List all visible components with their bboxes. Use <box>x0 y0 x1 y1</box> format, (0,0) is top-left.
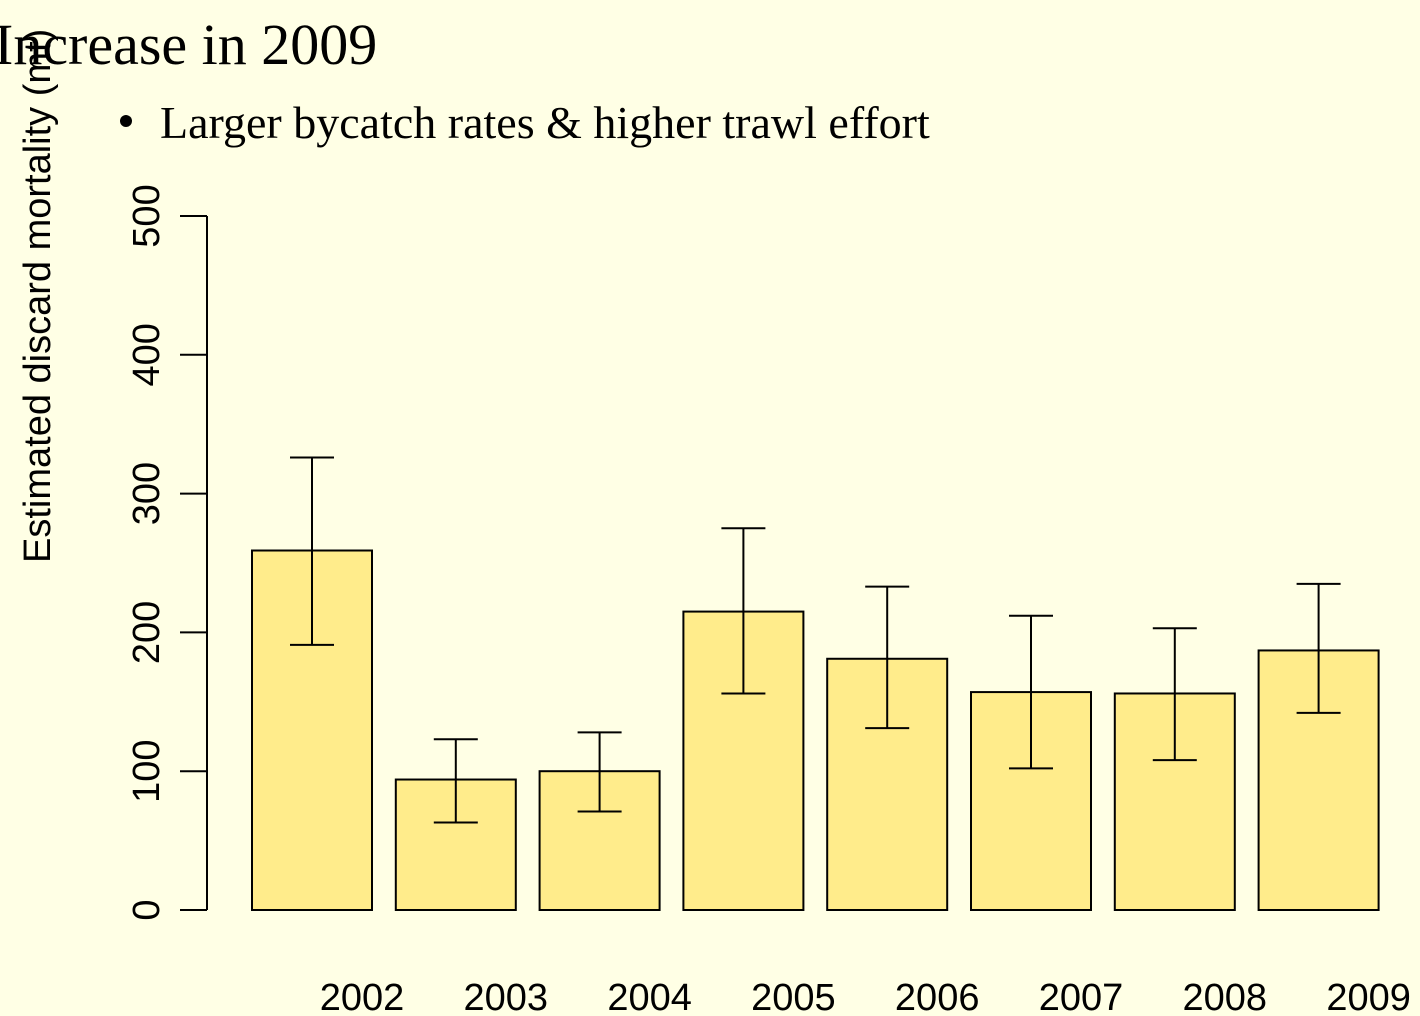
x-tick-label: 2007 <box>1039 977 1124 1016</box>
x-tick-label: 2006 <box>895 977 980 1016</box>
y-axis-label: Estimated discard mortality (mt) <box>17 29 59 563</box>
y-tick-label: 400 <box>126 323 168 386</box>
y-tick-label: 200 <box>126 601 168 664</box>
subtitle: Larger bycatch rates & higher trawl effo… <box>160 97 930 148</box>
y-tick-label: 0 <box>126 899 168 920</box>
y-tick-label: 300 <box>126 462 168 525</box>
slide-title: Increase in 2009 <box>0 12 377 77</box>
y-tick-label: 500 <box>126 184 168 247</box>
bullet <box>120 115 132 127</box>
x-tick-label: 2008 <box>1183 977 1268 1016</box>
x-tick-label: 2002 <box>320 977 405 1016</box>
x-tick-label: 2005 <box>751 977 836 1016</box>
bar <box>538 770 661 912</box>
x-tick-label: 2004 <box>607 977 692 1016</box>
x-tick-label: 2009 <box>1326 977 1411 1016</box>
bar <box>394 778 517 912</box>
y-tick-label: 100 <box>126 739 168 802</box>
x-tick-label: 2003 <box>464 977 549 1016</box>
